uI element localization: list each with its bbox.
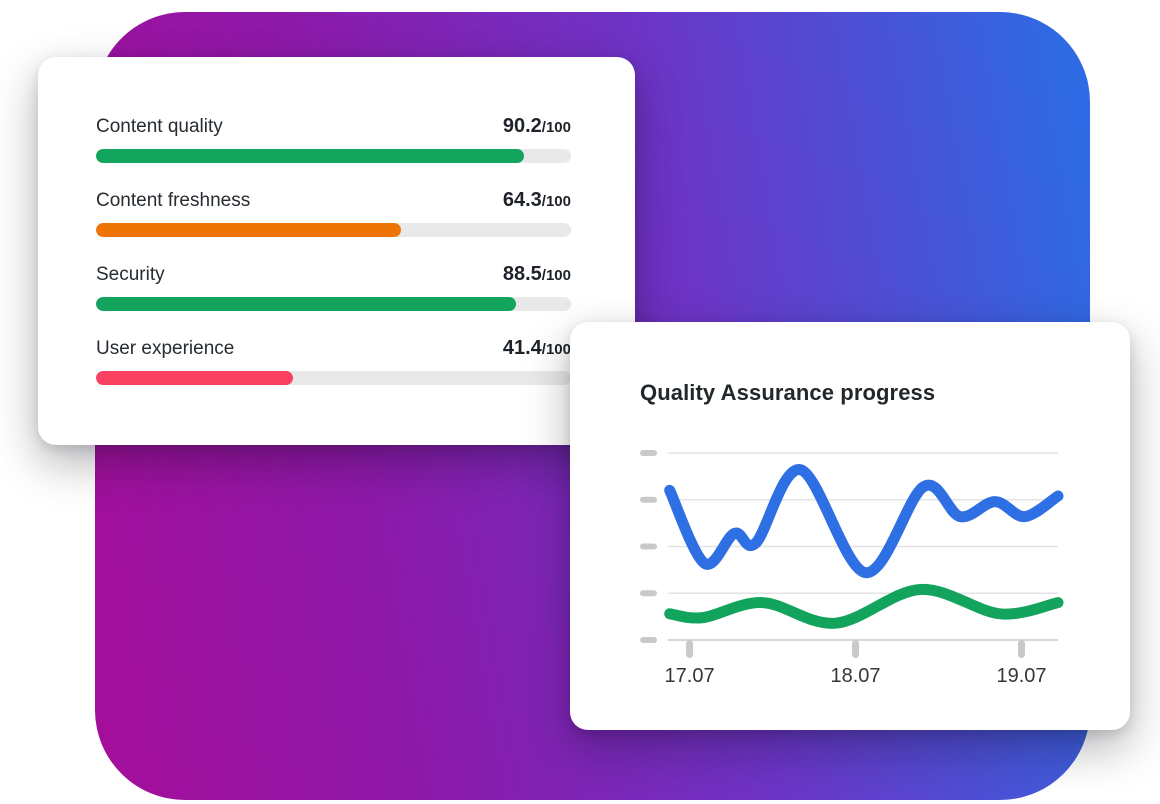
qa-line-chart: 17.07 18.07 19.07 — [640, 450, 1064, 687]
progress-track — [96, 371, 571, 385]
chart-card: Quality Assurance progress 17.07 18.07 19.… — [570, 322, 1130, 730]
metric-label: Security — [96, 264, 165, 285]
metric-label: User experience — [96, 338, 235, 359]
blue-series-line — [664, 464, 1064, 579]
green-series-line — [664, 583, 1064, 629]
chart-title: Quality Assurance progress — [640, 380, 936, 405]
metric-max: /100 — [541, 119, 571, 136]
y-tick-dash — [640, 637, 657, 643]
metric-row: Content quality 90.2/100 — [96, 113, 571, 163]
y-tick-dash — [640, 543, 657, 550]
metric-label: Content quality — [96, 116, 223, 137]
metric-value: 88.5/100 — [502, 263, 571, 285]
metric-max: /100 — [541, 267, 571, 284]
metric-max: /100 — [541, 193, 571, 210]
metric-value: 90.2/100 — [502, 115, 571, 137]
x-axis-label: 18.07 — [831, 665, 881, 687]
x-axis-label: 19.07 — [996, 665, 1046, 687]
x-tick-dash — [686, 640, 694, 658]
metric-value: 64.3/100 — [502, 189, 571, 211]
x-tick-dash — [852, 640, 860, 658]
progress-fill — [96, 149, 525, 163]
x-tick-dash — [1017, 640, 1025, 658]
y-tick-dash — [640, 450, 657, 456]
metric-label: Content freshness — [96, 190, 251, 211]
progress-track — [96, 223, 571, 237]
progress-track — [96, 297, 571, 311]
score-card: Content quality 90.2/100 Content freshne… — [38, 57, 635, 445]
progress-fill — [96, 223, 402, 237]
metric-max: /100 — [541, 341, 571, 358]
progress-fill — [96, 371, 293, 385]
y-tick-dash — [640, 590, 657, 597]
progress-fill — [96, 297, 517, 311]
progress-track — [96, 149, 571, 163]
metric-row: Security 88.5/100 — [96, 261, 571, 311]
metric-row: Content freshness 64.3/100 — [96, 187, 571, 237]
metric-value: 41.4/100 — [502, 337, 571, 359]
y-tick-dash — [640, 496, 657, 503]
x-axis-label: 17.07 — [665, 665, 715, 687]
metric-row: User experience 41.4/100 — [96, 335, 571, 385]
